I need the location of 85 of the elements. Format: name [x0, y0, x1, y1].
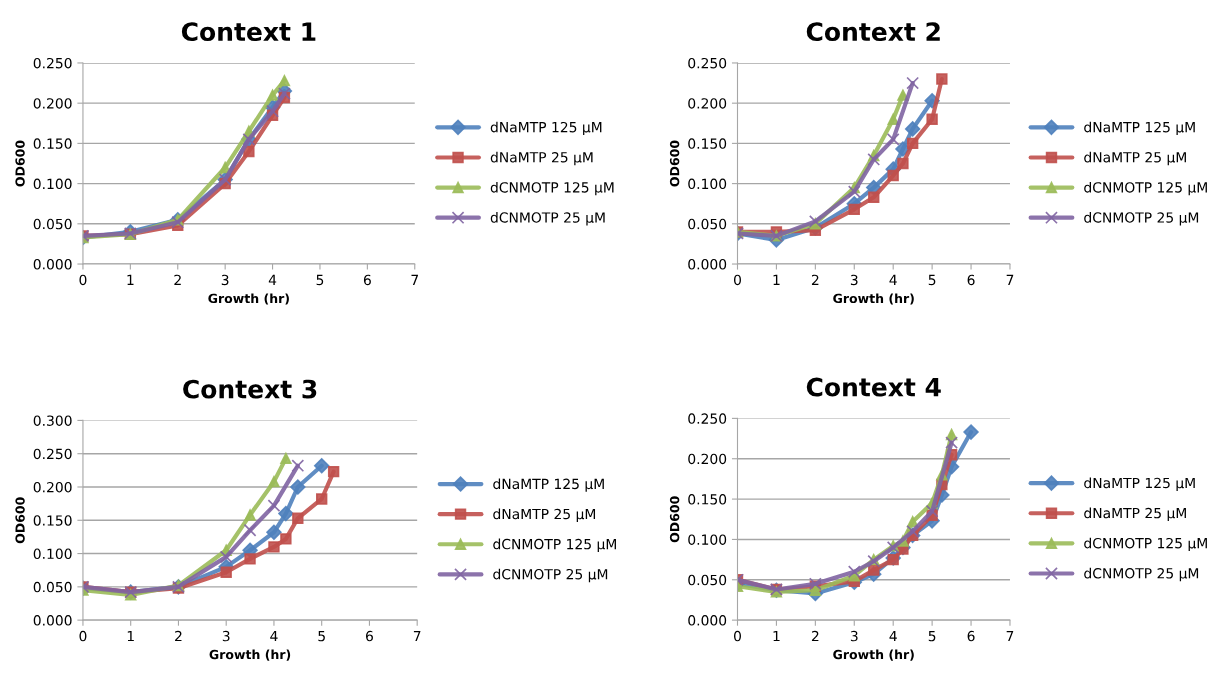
legend-label: dNaMTP 25 µM — [490, 151, 593, 166]
y-tick-label: 0.000 — [688, 259, 727, 270]
x-tick-label: 5 — [928, 630, 936, 642]
x-tick-label: 4 — [270, 630, 278, 642]
x-tick-label: 0 — [79, 274, 87, 286]
x-tick-label: 1 — [127, 274, 134, 285]
y-tick-label: 0.050 — [33, 218, 72, 230]
x-tick-label: 3 — [221, 274, 229, 286]
y-axis-title: OD600 — [15, 140, 25, 187]
legend-label: dCNMOTP 25 µM — [1084, 211, 1199, 226]
y-tick-label: 0.150 — [33, 138, 72, 149]
x-tick-label: 0 — [734, 630, 741, 642]
x-tick-label: 0 — [734, 274, 741, 286]
x-tick-label: 2 — [811, 274, 819, 285]
legend-label: dNaMTP 25 µM — [1084, 151, 1186, 166]
y-axis-title: OD600 — [669, 496, 680, 543]
y-axis-title: OD600 — [669, 140, 680, 187]
legend-label: dNaMTP 125 µM — [490, 121, 602, 136]
chart-title: Context 2 — [806, 22, 940, 42]
legend-label: dNaMTP 25 µM — [493, 508, 596, 522]
y-tick-label: 0.200 — [33, 98, 72, 109]
y-tick-label: 0.250 — [688, 57, 727, 69]
x-tick-label: 1 — [127, 630, 134, 642]
y-tick-label: 0.050 — [688, 218, 727, 230]
x-tick-label: 3 — [850, 274, 858, 286]
y-tick-label: 0.200 — [688, 453, 727, 465]
x-tick-label: 6 — [967, 274, 975, 286]
x-tick-label: 4 — [889, 630, 897, 642]
x-tick-label: 7 — [1006, 274, 1014, 285]
legend-label: dCNMOTP 125 µM — [1084, 181, 1207, 196]
y-tick-label: 0.050 — [688, 574, 727, 586]
x-axis-title: Growth (hr) — [209, 649, 291, 661]
y-tick-label: 0.150 — [33, 515, 72, 526]
y-tick-label: 0.150 — [688, 494, 727, 505]
chart-title: Context 4 — [806, 377, 941, 397]
x-axis-title: Growth (hr) — [833, 293, 914, 305]
x-tick-label: 5 — [928, 274, 936, 286]
chart-title: Context 3 — [183, 379, 317, 399]
x-tick-label: 5 — [318, 630, 325, 642]
x-tick-label: 3 — [222, 630, 230, 642]
legend-label: dCNMOTP 25 µM — [490, 211, 605, 226]
y-tick-label: 0.000 — [33, 259, 72, 270]
x-axis-title: Growth (hr) — [208, 293, 289, 305]
x-tick-label: 5 — [316, 274, 324, 286]
x-tick-label: 4 — [889, 274, 897, 285]
x-tick-label: 7 — [413, 630, 421, 642]
x-tick-label: 0 — [79, 630, 87, 642]
legend-label: dNaMTP 125 µM — [1084, 121, 1195, 136]
legend-label: dCNMOTP 125 µM — [1084, 537, 1207, 552]
y-tick-label: 0.250 — [33, 57, 72, 69]
y-tick-label: 0.050 — [33, 581, 72, 593]
x-tick-label: 1 — [773, 630, 780, 642]
legend-label: dCNMOTP 25 µM — [1084, 567, 1199, 582]
y-tick-label: 0.150 — [688, 138, 727, 149]
y-tick-label: 0.300 — [33, 415, 72, 426]
x-tick-label: 2 — [811, 630, 819, 642]
x-tick-label: 6 — [967, 630, 975, 642]
x-tick-label: 4 — [268, 274, 277, 285]
legend-label: dNaMTP 125 µM — [1084, 477, 1195, 491]
y-tick-label: 0.100 — [33, 548, 72, 560]
legend-label: dNaMTP 25 µM — [1084, 507, 1186, 522]
y-tick-label: 0.100 — [688, 534, 727, 545]
x-tick-label: 7 — [411, 274, 418, 285]
legend-label: dCNMOTP 125 µM — [493, 538, 616, 553]
y-tick-label: 0.200 — [688, 98, 727, 109]
y-tick-label: 0.100 — [688, 178, 727, 190]
y-tick-label: 0.250 — [688, 413, 727, 424]
x-axis-title: Growth (hr) — [833, 649, 914, 661]
y-axis-title: OD600 — [15, 497, 25, 544]
legend-label: dCNMOTP 25 µM — [493, 568, 608, 583]
x-tick-label: 2 — [174, 274, 181, 285]
y-tick-label: 0.200 — [33, 481, 72, 493]
chart-title: Context 1 — [181, 22, 316, 42]
x-tick-label: 3 — [850, 630, 858, 642]
legend-label: dNaMTP 125 µM — [493, 478, 604, 492]
x-tick-label: 2 — [175, 630, 182, 642]
y-tick-label: 0.000 — [33, 615, 72, 626]
x-tick-label: 6 — [363, 274, 371, 286]
x-tick-label: 1 — [773, 274, 780, 285]
legend-label: dCNMOTP 125 µM — [490, 181, 614, 196]
y-tick-label: 0.000 — [688, 615, 727, 626]
y-tick-label: 0.250 — [33, 448, 72, 460]
x-tick-label: 6 — [365, 630, 373, 642]
y-tick-label: 0.100 — [33, 178, 72, 190]
x-tick-label: 7 — [1006, 630, 1014, 642]
